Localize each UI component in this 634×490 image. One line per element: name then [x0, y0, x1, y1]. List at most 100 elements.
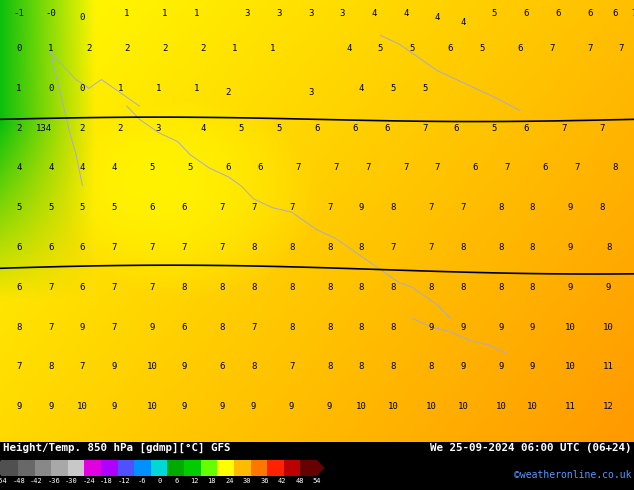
Text: 6: 6	[16, 283, 22, 292]
Text: 36: 36	[260, 478, 269, 484]
Text: 4: 4	[435, 13, 440, 22]
Bar	[84, 460, 101, 476]
Text: 2: 2	[16, 123, 22, 133]
Text: ©weatheronline.co.uk: ©weatheronline.co.uk	[514, 470, 631, 480]
Text: 9: 9	[112, 362, 117, 371]
Polygon shape	[317, 460, 325, 476]
Text: 7: 7	[150, 243, 155, 252]
Text: 9: 9	[606, 283, 611, 292]
Text: 6: 6	[448, 44, 453, 53]
Text: 1: 1	[162, 9, 167, 18]
Text: 5: 5	[80, 203, 85, 212]
Text: 8: 8	[251, 283, 256, 292]
Text: -36: -36	[48, 478, 60, 484]
Text: 1: 1	[118, 84, 123, 93]
Text: 7: 7	[365, 164, 370, 172]
Text: 7: 7	[219, 243, 224, 252]
Text: -42: -42	[30, 478, 42, 484]
Bar	[18, 460, 34, 476]
Text: 6: 6	[543, 164, 548, 172]
Text: 7: 7	[574, 164, 579, 172]
Text: 7: 7	[181, 243, 186, 252]
Text: -0: -0	[46, 9, 56, 18]
Text: 6: 6	[150, 203, 155, 212]
Text: 4: 4	[359, 84, 364, 93]
Text: -12: -12	[118, 478, 131, 484]
Text: 7: 7	[505, 164, 510, 172]
Text: -30: -30	[65, 478, 78, 484]
Text: 3: 3	[308, 88, 313, 98]
Text: 9: 9	[181, 362, 186, 371]
Text: -54: -54	[0, 478, 8, 484]
Text: 5: 5	[378, 44, 383, 53]
Text: 5: 5	[479, 44, 484, 53]
Text: 7: 7	[460, 203, 465, 212]
Text: 8: 8	[606, 243, 611, 252]
Text: 4: 4	[16, 164, 22, 172]
Text: 7: 7	[150, 283, 155, 292]
Text: 6: 6	[353, 123, 358, 133]
Text: 7: 7	[429, 203, 434, 212]
Text: 4: 4	[372, 9, 377, 18]
Text: 6: 6	[612, 9, 618, 18]
Text: 4: 4	[346, 44, 351, 53]
Text: 5: 5	[150, 164, 155, 172]
Text: 8: 8	[498, 243, 503, 252]
Text: 6: 6	[454, 123, 459, 133]
Text: 4: 4	[80, 164, 85, 172]
Text: 3: 3	[308, 9, 313, 18]
Bar	[250, 460, 267, 476]
Text: 2: 2	[200, 44, 205, 53]
Text: 11: 11	[566, 402, 576, 411]
Bar	[34, 460, 51, 476]
Text: 8: 8	[289, 283, 294, 292]
Text: 8: 8	[359, 362, 364, 371]
Text: 7: 7	[48, 322, 53, 332]
Text: 5: 5	[492, 123, 497, 133]
Text: 10: 10	[566, 362, 576, 371]
Text: 0: 0	[48, 84, 53, 93]
Text: 1: 1	[194, 9, 199, 18]
Text: 9: 9	[460, 322, 465, 332]
Text: 10: 10	[147, 402, 157, 411]
Text: 6: 6	[16, 243, 22, 252]
Text: 6: 6	[181, 322, 186, 332]
Text: 7: 7	[333, 164, 339, 172]
Text: 5: 5	[422, 84, 427, 93]
Text: 6: 6	[174, 478, 179, 484]
Text: 42: 42	[278, 478, 286, 484]
Text: 134: 134	[36, 123, 53, 133]
Text: 9: 9	[530, 362, 535, 371]
Text: 2: 2	[226, 88, 231, 98]
Text: 5: 5	[238, 123, 243, 133]
Text: 9: 9	[498, 322, 503, 332]
Text: 5: 5	[112, 203, 117, 212]
Text: 8: 8	[327, 322, 332, 332]
Text: 7: 7	[631, 9, 634, 18]
Text: 3: 3	[156, 123, 161, 133]
Text: 3: 3	[340, 9, 345, 18]
Text: 1: 1	[16, 84, 22, 93]
Text: -18: -18	[100, 478, 113, 484]
Text: 8: 8	[359, 322, 364, 332]
Text: 6: 6	[524, 9, 529, 18]
Text: 7: 7	[422, 123, 427, 133]
Text: 9: 9	[251, 402, 256, 411]
Text: 8: 8	[327, 283, 332, 292]
Text: 4: 4	[200, 123, 205, 133]
Text: 9: 9	[530, 322, 535, 332]
Text: -1: -1	[14, 9, 24, 18]
Text: 9: 9	[359, 203, 364, 212]
Text: 7: 7	[327, 203, 332, 212]
Text: 5: 5	[492, 9, 497, 18]
Text: 6: 6	[555, 9, 560, 18]
Text: 5: 5	[188, 164, 193, 172]
Text: 8: 8	[612, 164, 618, 172]
Text: 10: 10	[458, 402, 468, 411]
Text: 2: 2	[80, 123, 85, 133]
Bar	[134, 460, 151, 476]
Text: 1: 1	[124, 9, 129, 18]
Text: 7: 7	[289, 362, 294, 371]
Bar	[301, 460, 317, 476]
Text: 8: 8	[289, 322, 294, 332]
